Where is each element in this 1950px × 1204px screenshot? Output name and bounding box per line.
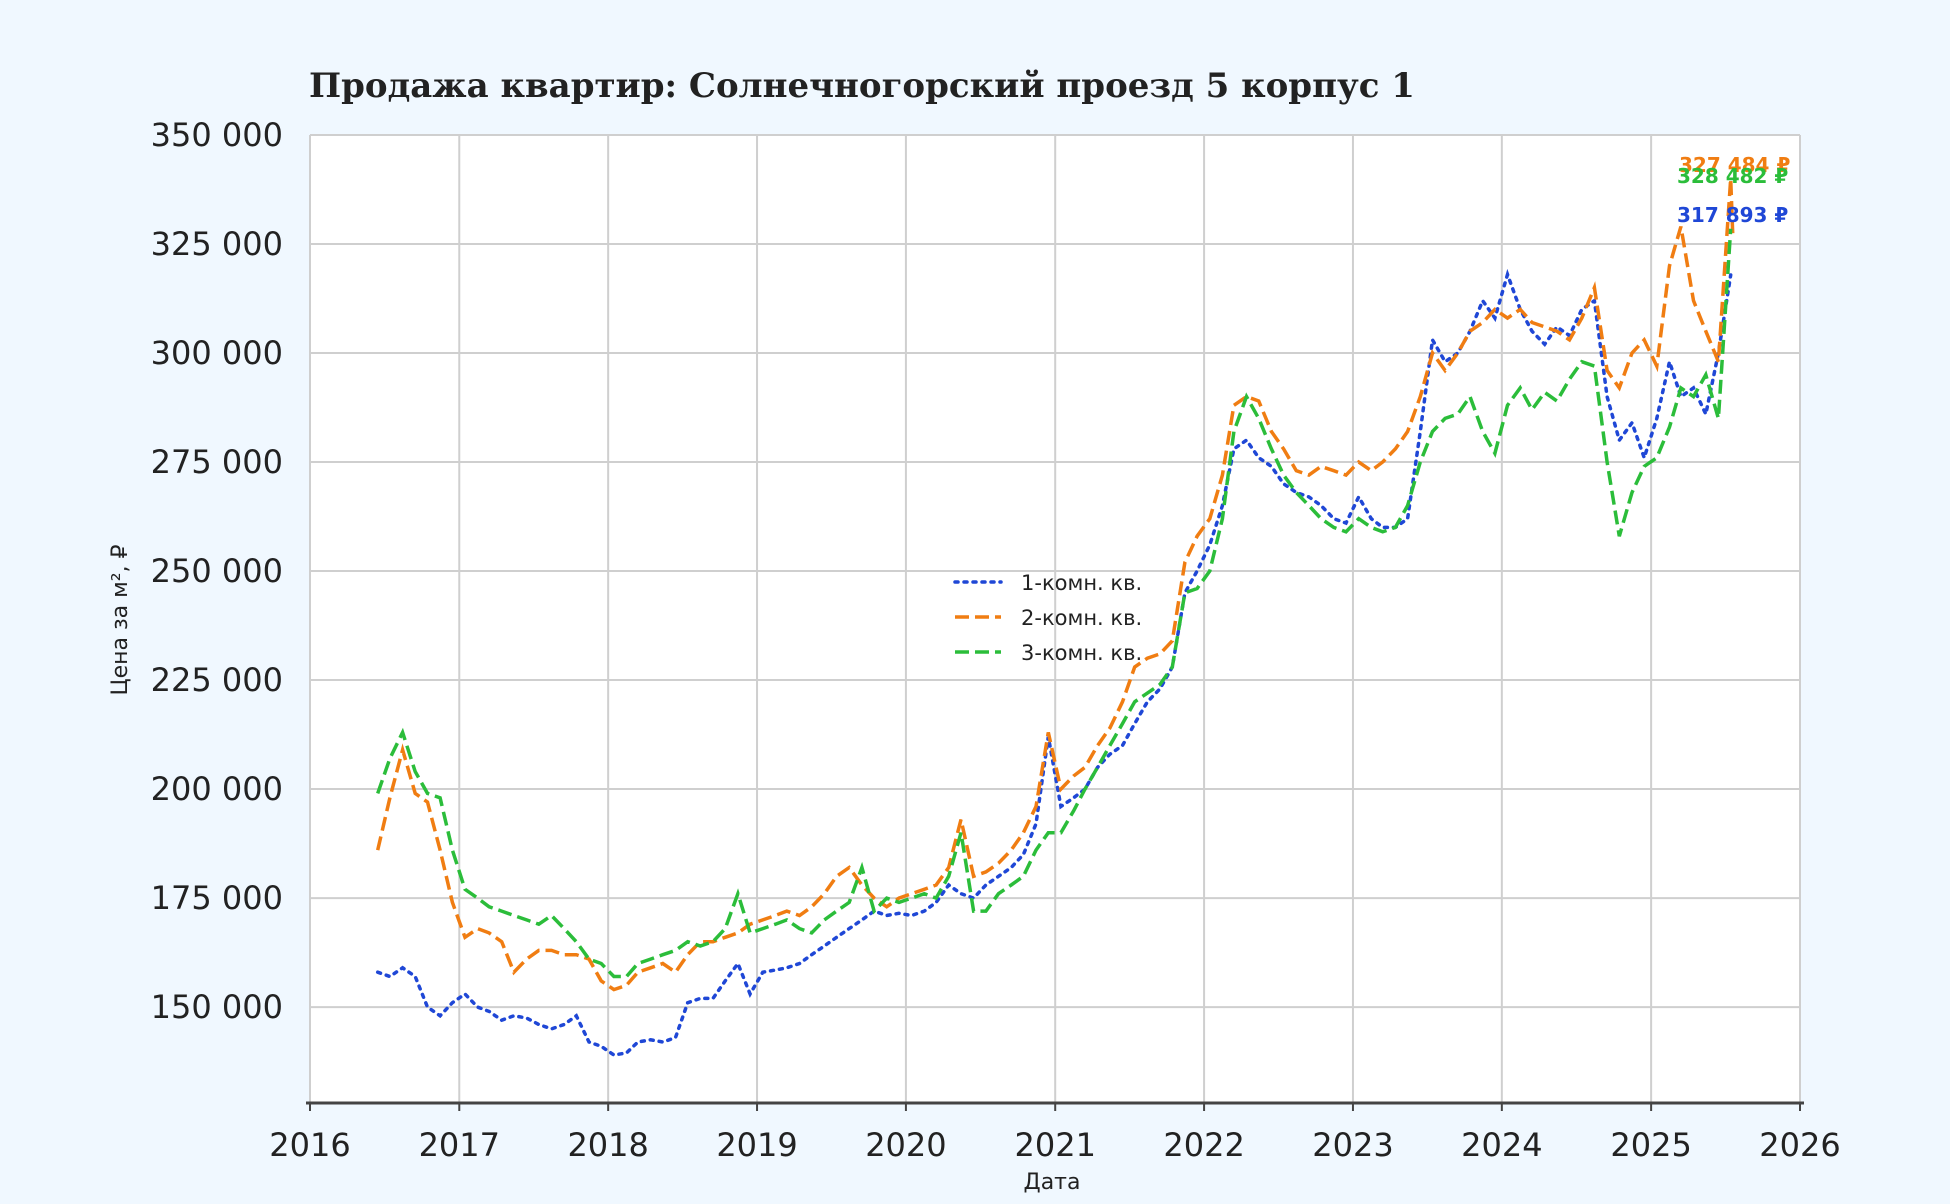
end-label-3: 328 482 ₽ (1677, 164, 1788, 188)
x-tick-label: 2026 (1759, 1126, 1840, 1164)
y-axis-label: Цена за м², ₽ (108, 544, 133, 695)
series-line-1 (375, 268, 1733, 1057)
y-tick-label: 175 000 (151, 879, 283, 917)
end-label-2: 327 484 ₽ (1679, 153, 1790, 177)
series-layer (375, 178, 1735, 1057)
x-tick-label: 2022 (1163, 1126, 1244, 1164)
x-axis-ticks: 2016 2017 2018 2019 2020 2021 2022 2023 2024 2025… (269, 1103, 1841, 1164)
chart-title: Продажа квартир: Солнечногорский проезд … (309, 66, 1415, 106)
x-tick-label: 2021 (1014, 1126, 1095, 1164)
y-tick-label: 200 000 (151, 770, 283, 808)
y-tick-label: 225 000 (151, 661, 283, 699)
x-tick-label: 2025 (1610, 1126, 1691, 1164)
legend-label-3: 3-комн. кв. (1021, 641, 1142, 665)
x-tick-label: 2024 (1461, 1126, 1542, 1164)
x-axis-label: Дата (1024, 1170, 1081, 1195)
grid-lines (309, 134, 1801, 1103)
legend-label-1: 1-комн. кв. (1021, 571, 1142, 595)
y-tick-label: 300 000 (151, 334, 283, 372)
end-labels: 317 893 ₽ 327 484 ₽328 482 ₽ (1677, 153, 1790, 227)
series-line-3 (376, 228, 1733, 979)
y-tick-label: 325 000 (151, 225, 283, 263)
x-tick-label: 2016 (269, 1126, 350, 1164)
x-tick-label: 2017 (419, 1126, 500, 1164)
x-tick-label: 2020 (865, 1126, 946, 1164)
y-tick-label: 250 000 (151, 552, 283, 590)
x-tick-label: 2018 (567, 1126, 648, 1164)
x-tick-label: 2019 (716, 1126, 797, 1164)
legend-label-2: 2-комн. кв. (1021, 606, 1142, 630)
y-tick-label: 150 000 (151, 988, 283, 1026)
y-tick-label: 275 000 (151, 443, 283, 481)
end-label-1: 317 893 ₽ (1677, 203, 1788, 227)
legend: 1-комн. кв. 2-комн. кв. 3-комн. кв. (953, 571, 1142, 665)
x-tick-label: 2023 (1312, 1126, 1393, 1164)
series-line-2 (375, 178, 1735, 992)
y-axis-ticks: 150 000 175 000 200 000 225 000 250 000 275 0… (151, 116, 283, 1026)
y-tick-label: 350 000 (151, 116, 283, 154)
